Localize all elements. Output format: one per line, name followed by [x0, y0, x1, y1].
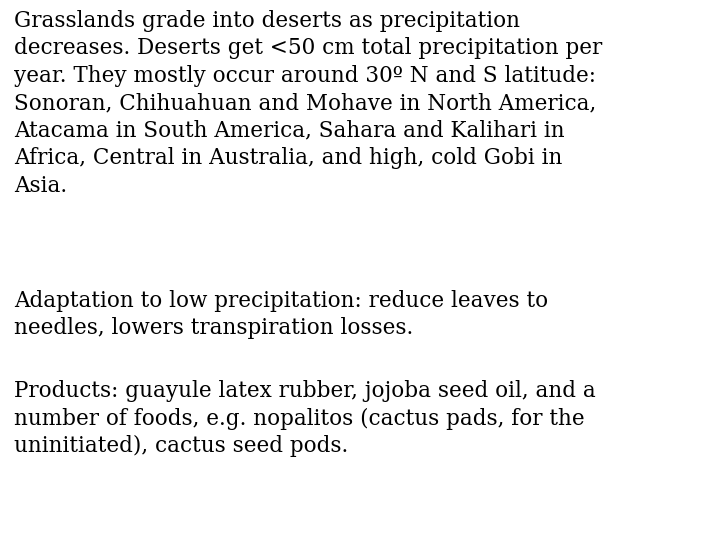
Text: Products: guayule latex rubber, jojoba seed oil, and a
number of foods, e.g. nop: Products: guayule latex rubber, jojoba s… — [14, 380, 595, 457]
Text: Grasslands grade into deserts as precipitation
decreases. Deserts get <50 cm tot: Grasslands grade into deserts as precipi… — [14, 10, 602, 197]
Text: Adaptation to low precipitation: reduce leaves to
needles, lowers transpiration : Adaptation to low precipitation: reduce … — [14, 290, 548, 340]
